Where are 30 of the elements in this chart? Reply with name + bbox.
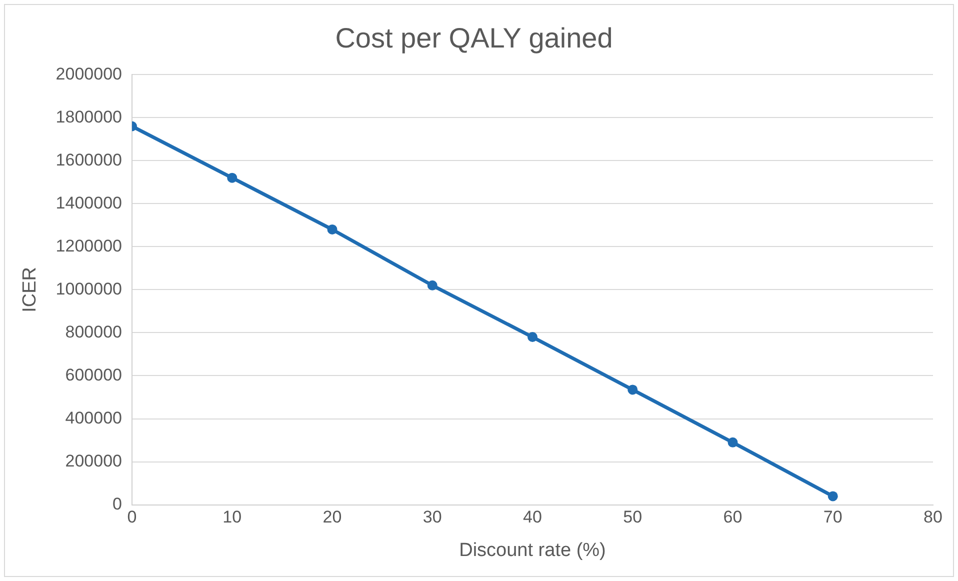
y-tick-label: 1200000 [56,236,122,256]
point [828,491,838,502]
x-tick-label: 0 [127,508,137,527]
point [527,332,538,342]
y-tick-label: 0 [112,494,122,514]
x-tick-label: 80 [924,508,942,527]
x-tick-label: 10 [222,508,242,527]
y-tick-label: 600000 [65,365,122,384]
y-tick-label: 1800000 [56,107,122,126]
point [327,224,338,234]
x-axis-title: Discount rate (%) [459,540,606,561]
y-tick-label: 200000 [65,451,122,470]
y-axis-title: ICER [20,266,41,312]
y-tick-label: 2000000 [56,64,122,84]
x-tick-label: 40 [523,508,542,527]
y-tick-label: 400000 [65,408,122,428]
y-tick-label: 800000 [65,322,122,342]
y-tick-label: 1400000 [56,193,122,212]
x-tick-label: 60 [723,508,742,527]
y-tick-label: 1600000 [56,150,122,170]
x-tick-label: 30 [422,508,442,527]
point [728,437,738,448]
x-tick-label: 70 [823,508,842,527]
x-tick-label: 20 [322,508,342,527]
y-tick-label: 1000000 [56,279,122,298]
point [227,172,238,183]
chart-title: Cost per QALY gained [335,22,613,54]
point [628,384,638,395]
point [427,280,438,290]
x-tick-label: 50 [623,508,642,527]
